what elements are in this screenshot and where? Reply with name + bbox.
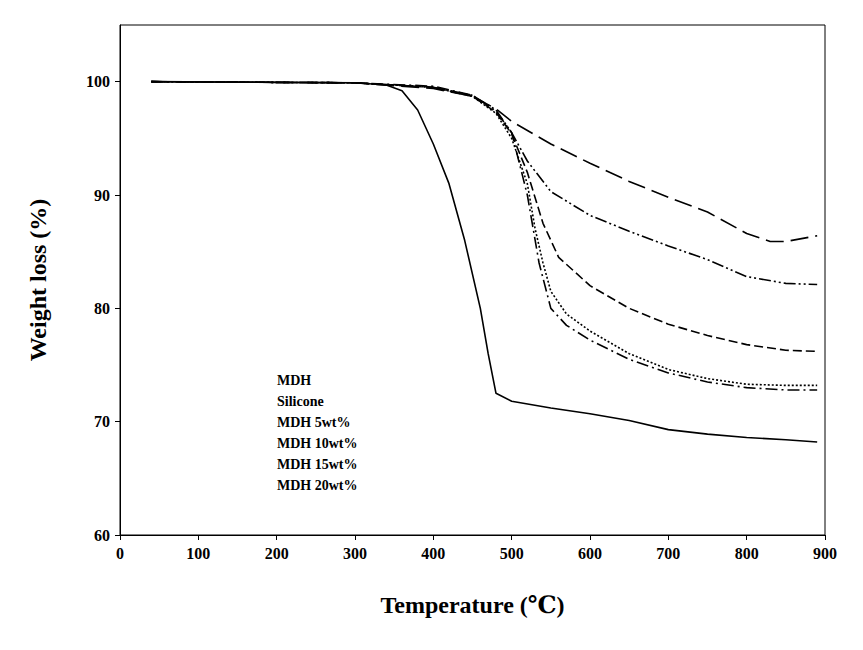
svg-text:MDH 5wt%: MDH 5wt% [277, 415, 351, 430]
svg-text:MDH 10wt%: MDH 10wt% [277, 436, 358, 451]
svg-text:70: 70 [94, 413, 110, 430]
svg-text:500: 500 [500, 545, 524, 562]
svg-text:100: 100 [186, 545, 210, 562]
svg-text:90: 90 [94, 187, 110, 204]
svg-text:0: 0 [116, 545, 124, 562]
svg-text:Weight loss (%): Weight loss (%) [25, 199, 51, 362]
svg-text:800: 800 [735, 545, 759, 562]
svg-text:700: 700 [656, 545, 680, 562]
svg-text:MDH 20wt%: MDH 20wt% [277, 478, 358, 493]
svg-text:MDH: MDH [277, 373, 311, 388]
svg-text:60: 60 [94, 527, 110, 544]
svg-text:600: 600 [578, 545, 602, 562]
svg-text:Temperature (℃): Temperature (℃) [380, 592, 564, 618]
svg-text:400: 400 [421, 545, 445, 562]
svg-text:300: 300 [343, 545, 367, 562]
svg-text:80: 80 [94, 300, 110, 317]
svg-text:MDH 15wt%: MDH 15wt% [277, 457, 358, 472]
svg-text:Silicone: Silicone [277, 394, 324, 409]
svg-text:200: 200 [265, 545, 289, 562]
svg-text:100: 100 [86, 73, 110, 90]
svg-text:900: 900 [813, 545, 837, 562]
